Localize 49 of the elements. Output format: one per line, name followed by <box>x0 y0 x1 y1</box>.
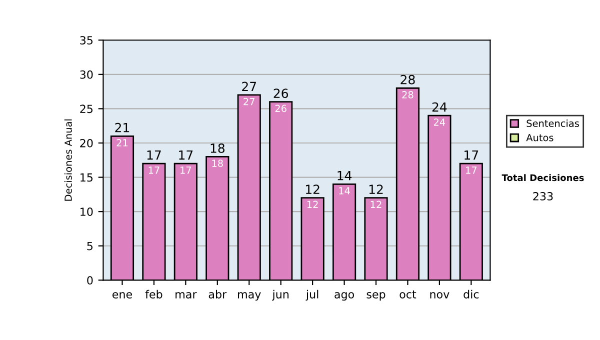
x-tick-label: feb <box>145 290 162 298</box>
x-tick-label: jul <box>306 290 318 301</box>
total-label: 27 <box>242 82 256 92</box>
x-tick-label: dic <box>464 290 479 298</box>
legend-label: Autos <box>526 134 554 142</box>
x-tick-label: ene <box>112 292 132 298</box>
y-tick-label: 5 <box>87 242 93 250</box>
x-tick-label: oct <box>400 290 416 298</box>
data-label: 17 <box>180 166 192 174</box>
x-tick-label: abr <box>208 290 227 298</box>
y-tick-label: 0 <box>87 276 93 285</box>
data-label: 17 <box>466 166 477 174</box>
total-label: 26 <box>274 88 288 98</box>
total-label: 17 <box>464 150 478 160</box>
y-axis-title: Decisiones Anual <box>64 119 72 201</box>
y-tick-label: 10 <box>80 208 93 216</box>
x-tick-label: may <box>238 292 261 301</box>
text: Total Decisiones <box>502 174 584 182</box>
total-label: 18 <box>210 143 224 153</box>
x-tick-label: nov <box>430 292 450 298</box>
data-label: 21 <box>116 139 128 146</box>
total-label: 12 <box>369 184 383 194</box>
data-label: 12 <box>307 200 318 208</box>
total-label: 17 <box>179 150 193 160</box>
x-tick-label: mar <box>176 292 197 298</box>
total-label: 14 <box>338 171 352 180</box>
x-tick-label: jun <box>272 290 288 301</box>
total-label: 17 <box>147 150 161 160</box>
data-label: 12 <box>370 200 382 208</box>
data-label: 14 <box>339 187 350 194</box>
total-label: 12 <box>306 184 320 194</box>
y-tick-label: 25 <box>80 104 93 114</box>
data-label: 24 <box>434 118 446 126</box>
y-tick-label: 20 <box>80 138 93 148</box>
data-label: 27 <box>244 98 254 106</box>
y-tick-label: 35 <box>80 36 93 44</box>
x-tick-label: sep <box>366 292 386 301</box>
text: 233 <box>533 192 553 200</box>
total-label: 21 <box>115 122 130 132</box>
legend-label: Sentencias <box>526 119 579 128</box>
x-tick-label: ago <box>334 292 354 301</box>
y-tick-label: 15 <box>80 173 93 182</box>
total-label: 24 <box>432 102 447 112</box>
data-label: 26 <box>275 104 286 112</box>
data-label: 18 <box>212 160 223 167</box>
y-tick-label: 30 <box>80 70 93 79</box>
data-label: 28 <box>402 91 414 98</box>
total-label: 28 <box>400 74 415 84</box>
data-label: 17 <box>148 166 160 174</box>
